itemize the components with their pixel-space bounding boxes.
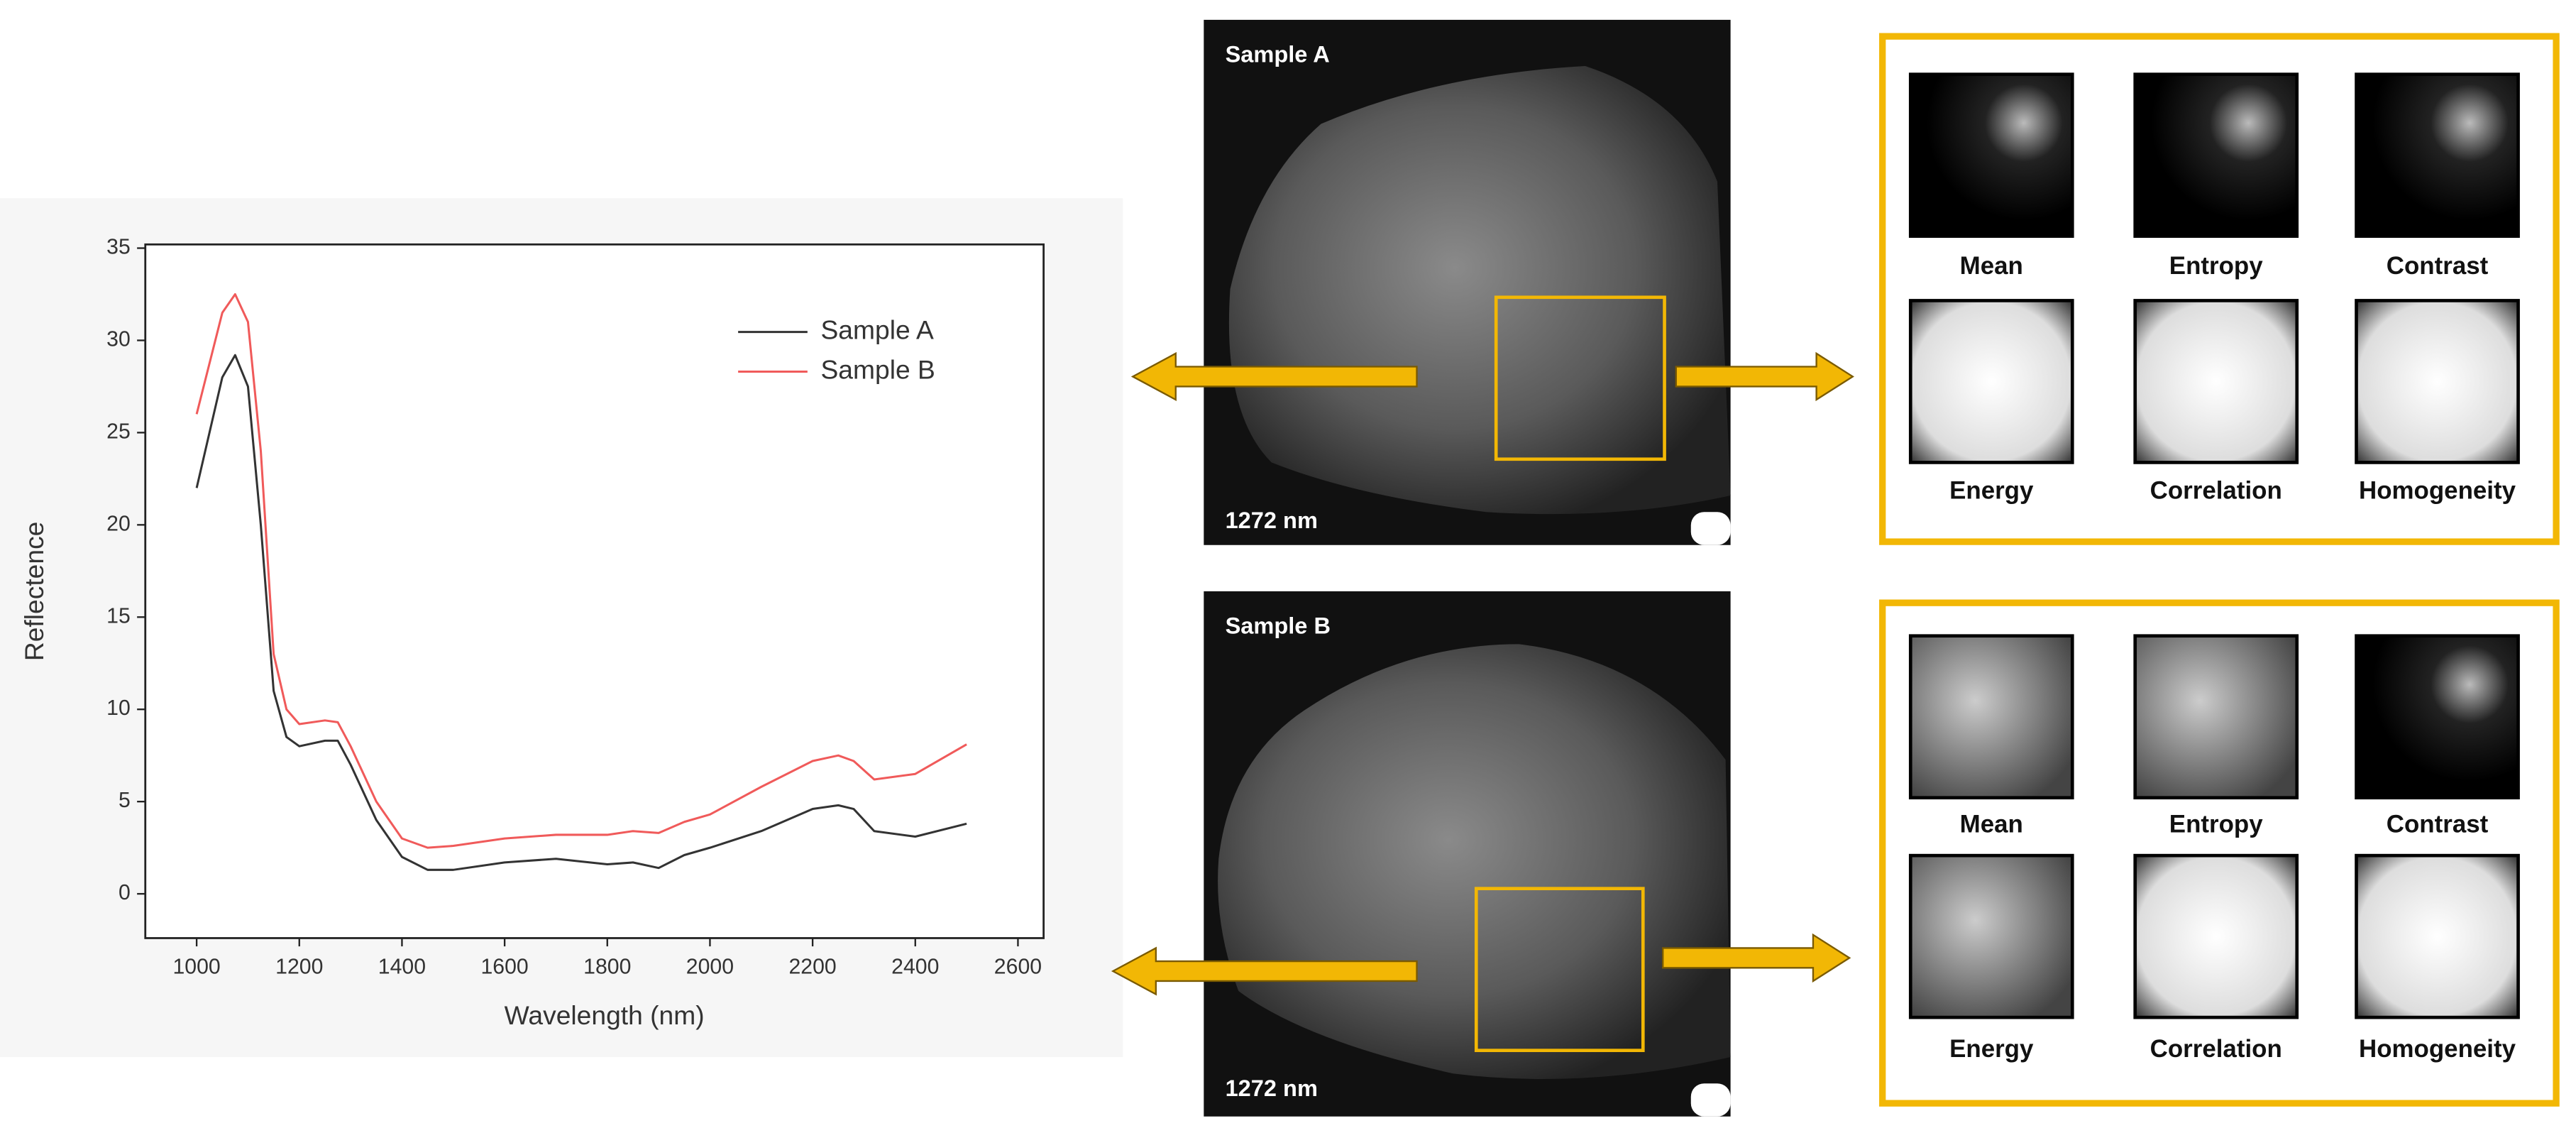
feature-thumbnail [1908,634,2074,800]
feature-box [1879,599,2560,1107]
y-tick-label: 30 [106,327,131,351]
feature-label: Contrast [2387,810,2489,838]
y-tick-label: 25 [106,420,131,443]
feature-thumbnail [2355,72,2520,239]
photo-label: Sample A [1226,42,1330,67]
feature-thumbnail [2355,299,2520,464]
y-tick-label: 5 [119,789,131,812]
feature-label: Mean [1960,252,2023,280]
x-tick-label: 2600 [994,955,1042,978]
legend-label: Sample A [820,314,933,344]
wavelength-label: 1272 nm [1226,1075,1318,1101]
feature-label: Entropy [2169,810,2263,838]
x-tick-label: 1800 [583,955,631,978]
feature-thumbnail [1908,853,2074,1019]
x-tick-label: 2000 [686,955,734,978]
feature-thumbnails: Mean Entropy Contrast Energy Correlation Homo… [1908,72,2520,1063]
x-tick-label: 1000 [172,955,220,978]
y-tick-label: 0 [119,881,131,904]
x-tick-label: 1200 [275,955,323,978]
photo-b [1204,591,1731,1117]
feature-label: Correlation [2150,477,2282,505]
feature-label: Correlation [2150,1035,2282,1063]
feature-thumbnail [1908,299,2074,464]
y-tick-label: 35 [106,236,131,259]
feature-label: Contrast [2387,252,2489,280]
series-line [195,292,967,849]
feature-thumbnail [2133,72,2299,239]
arrows [1111,351,1854,996]
feature-label: Homogeneity [2359,477,2516,505]
feature-label: Mean [1960,810,2023,838]
wavelength-label: 1272 nm [1226,508,1318,533]
feature-box [1879,33,2560,545]
y-tick-label: 15 [106,604,131,628]
y-tick-label: 20 [106,512,131,535]
feature-thumbnail [2133,853,2299,1019]
x-tick-label: 2200 [788,955,836,978]
x-tick-label: 1400 [378,955,426,978]
plot-area [144,243,1045,939]
feature-label: Energy [1949,1035,2034,1063]
x-tick-label: 2400 [891,955,939,978]
series-line [195,354,967,871]
photo-a [1204,19,1731,545]
feature-thumbnail [1908,72,2074,239]
y-tick-label: 10 [106,696,131,720]
x-axis-label: Wavelength (nm) [505,1000,705,1030]
photo-label: Sample B [1226,613,1331,639]
y-axis-label: Reflectence [19,522,49,662]
x-tick-label: 1600 [480,955,528,978]
feature-thumbnail [2355,634,2520,800]
feature-label: Energy [1949,477,2034,505]
legend-label: Sample B [820,354,935,384]
feature-thumbnail [2355,853,2520,1019]
feature-label: Entropy [2169,252,2263,280]
feature-thumbnail [2133,299,2299,464]
feature-thumbnail [2133,634,2299,800]
feature-label: Homogeneity [2359,1035,2516,1063]
